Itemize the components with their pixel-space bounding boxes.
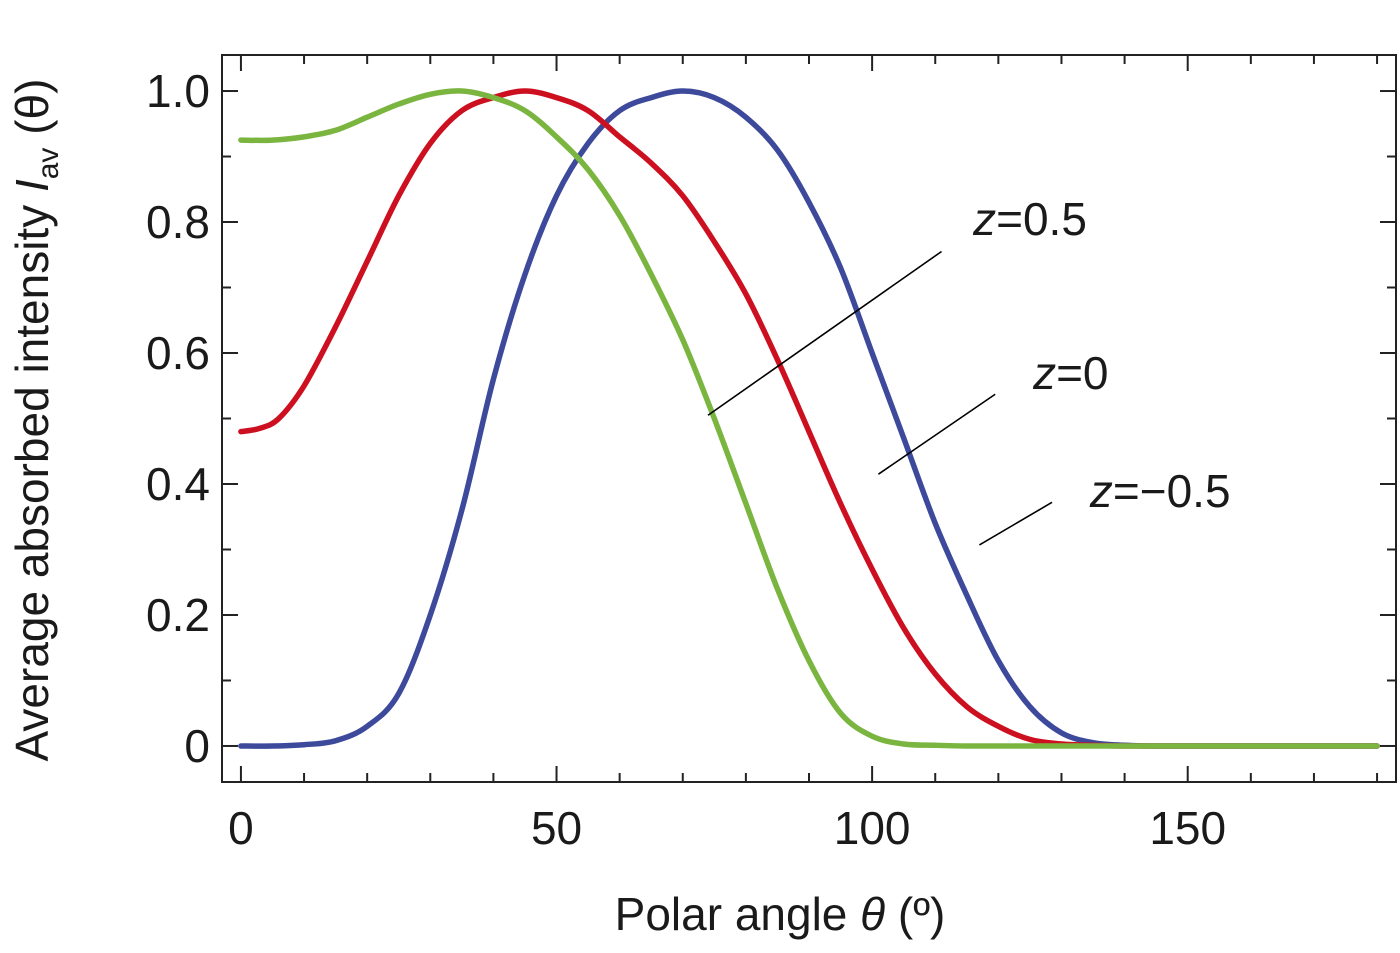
y-tick-label: 0.4 [146, 458, 210, 510]
annotation-label-0: z=0.5 [972, 193, 1087, 245]
y-tick-label: 0.6 [146, 327, 210, 379]
x-tick-label: 0 [228, 802, 254, 854]
series-line-2 [238, 88, 1380, 749]
y-tick-label: 0.2 [146, 589, 210, 641]
annotation-label-2: z=−0.5 [1089, 465, 1231, 517]
series-lines [238, 88, 1380, 749]
series-line-0 [238, 88, 1380, 749]
annotation-leader-2 [979, 501, 1053, 546]
x-tick-label: 100 [834, 802, 911, 854]
curve-annotations: z=0.5 z=0 z=−0.5 [707, 193, 1231, 546]
x-tick-label: 150 [1149, 802, 1226, 854]
annotation-label-1: z=0 [1032, 347, 1108, 399]
annotation-leader-0 [707, 250, 943, 416]
x-tick-label: 50 [531, 802, 582, 854]
y-tick-label: 1.0 [146, 65, 210, 117]
y-tick-label: 0.8 [146, 196, 210, 248]
x-axis-title: Polar angle θ (º) [615, 888, 946, 940]
axis-tick-labels: 0 50 100 150 0 0.2 0.4 0.6 0.8 1.0 [146, 65, 1226, 854]
annotation-leader-1 [877, 393, 996, 475]
y-axis-title: Average absorbed intensity Iav (θ) [6, 79, 65, 762]
plot-frame [221, 54, 1397, 783]
series-line-1 [238, 88, 1380, 749]
axis-ticks [222, 55, 1396, 782]
y-tick-label: 0 [184, 720, 210, 772]
